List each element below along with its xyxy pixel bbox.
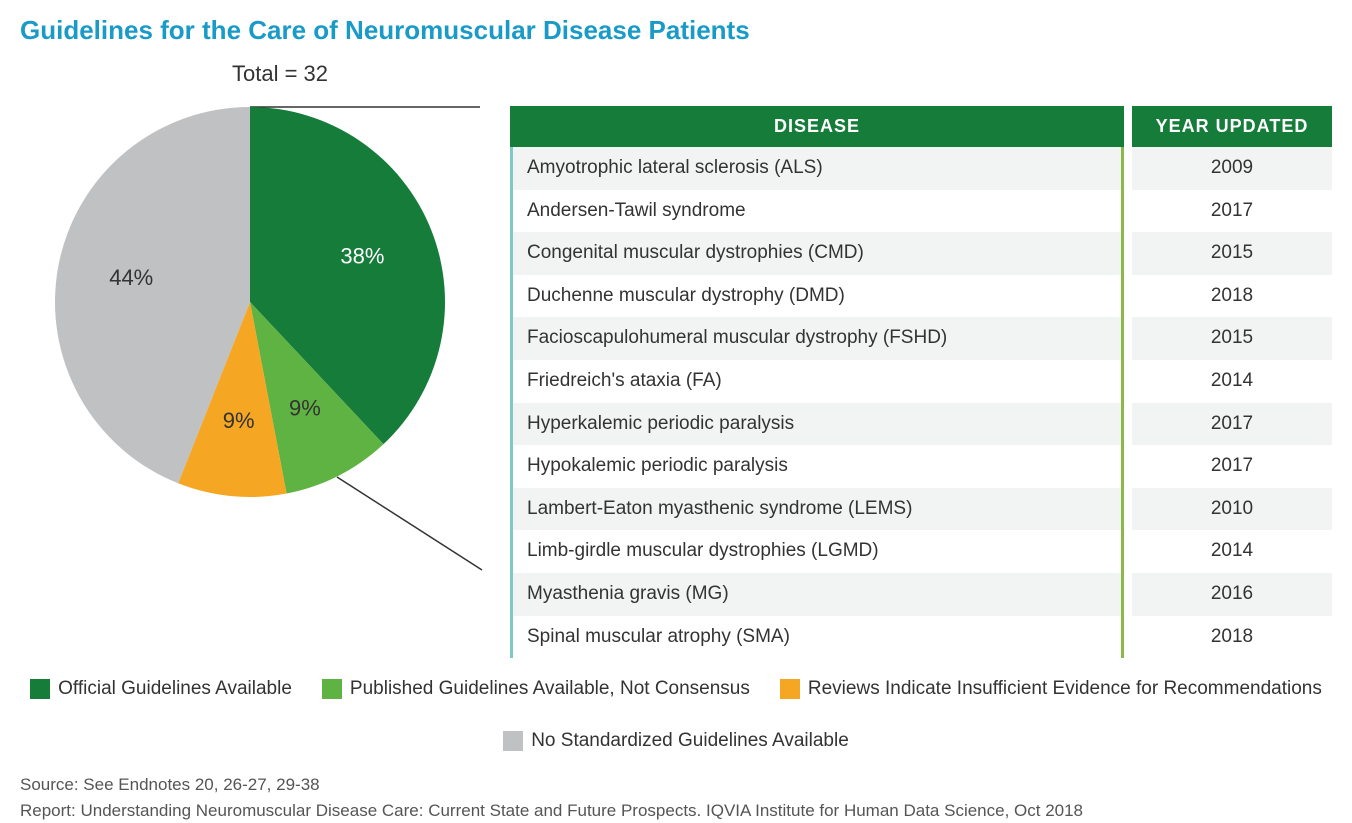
legend: Official Guidelines Available Published G… <box>20 678 1332 752</box>
table-row: Lambert-Eaton myasthenic syndrome (LEMS) <box>513 488 1121 531</box>
table-row: Andersen-Tawil syndrome <box>513 190 1121 233</box>
table-header: DISEASE YEAR UPDATED <box>510 106 1332 147</box>
chart-area: Total = 32 38% 9% 9% 44% <box>20 61 480 552</box>
content-row: Total = 32 38% 9% 9% 44% DISEASE YEAR UPDAT… <box>20 61 1332 658</box>
table-row: 2017 <box>1132 190 1332 233</box>
table-row: 2014 <box>1132 530 1332 573</box>
table-row: Congenital muscular dystrophies (CMD) <box>513 232 1121 275</box>
legend-label: Reviews Indicate Insufficient Evidence f… <box>808 678 1322 700</box>
table-body: Amyotrophic lateral sclerosis (ALS)Ander… <box>510 147 1332 658</box>
table-row: Facioscapulohumeral muscular dystrophy (… <box>513 317 1121 360</box>
legend-swatch <box>30 679 50 699</box>
pie-slice-label: 9% <box>289 396 321 421</box>
table-row: 2017 <box>1132 403 1332 446</box>
table-row: Amyotrophic lateral sclerosis (ALS) <box>513 147 1121 190</box>
table-row: 2017 <box>1132 445 1332 488</box>
table-row: 2010 <box>1132 488 1332 531</box>
table-row: Myasthenia gravis (MG) <box>513 573 1121 616</box>
legend-swatch <box>503 731 523 751</box>
legend-label: No Standardized Guidelines Available <box>531 730 849 752</box>
table-row: 2016 <box>1132 573 1332 616</box>
legend-item: No Standardized Guidelines Available <box>503 730 849 752</box>
table-row: 2015 <box>1132 317 1332 360</box>
legend-label: Official Guidelines Available <box>58 678 292 700</box>
legend-swatch <box>780 679 800 699</box>
col-year: 2009201720152018201520142017201720102014… <box>1132 147 1332 658</box>
pie-wrap: 38% 9% 9% 44% <box>20 92 480 552</box>
table-area: DISEASE YEAR UPDATED Amyotrophic lateral… <box>510 106 1332 658</box>
col-header-year: YEAR UPDATED <box>1132 106 1332 147</box>
pie-chart: 38% 9% 9% 44% <box>50 102 490 582</box>
table-row: Duchenne muscular dystrophy (DMD) <box>513 275 1121 318</box>
table-row: 2009 <box>1132 147 1332 190</box>
footer: Source: See Endnotes 20, 26-27, 29-38 Re… <box>20 772 1332 823</box>
legend-label: Published Guidelines Available, Not Cons… <box>350 678 750 700</box>
col-header-disease: DISEASE <box>510 106 1124 147</box>
total-label: Total = 32 <box>20 61 480 87</box>
table-row: Hypokalemic periodic paralysis <box>513 445 1121 488</box>
source-line: Source: See Endnotes 20, 26-27, 29-38 <box>20 772 1332 798</box>
page-title: Guidelines for the Care of Neuromuscular… <box>20 15 1332 46</box>
table-row: 2018 <box>1132 616 1332 659</box>
table-row: Limb-girdle muscular dystrophies (LGMD) <box>513 530 1121 573</box>
table-row: 2014 <box>1132 360 1332 403</box>
table-row: 2015 <box>1132 232 1332 275</box>
legend-item: Published Guidelines Available, Not Cons… <box>322 678 750 700</box>
table-row: Friedreich's ataxia (FA) <box>513 360 1121 403</box>
pie-slice-label: 38% <box>340 243 384 268</box>
legend-item: Reviews Indicate Insufficient Evidence f… <box>780 678 1322 700</box>
leader-line <box>337 477 482 570</box>
table-row: Hyperkalemic periodic paralysis <box>513 403 1121 446</box>
col-disease: Amyotrophic lateral sclerosis (ALS)Ander… <box>510 147 1124 658</box>
table-row: Spinal muscular atrophy (SMA) <box>513 616 1121 659</box>
legend-item: Official Guidelines Available <box>30 678 292 700</box>
pie-slice-label: 9% <box>223 408 255 433</box>
table-row: 2018 <box>1132 275 1332 318</box>
pie-slice-label: 44% <box>109 265 153 290</box>
legend-swatch <box>322 679 342 699</box>
report-line: Report: Understanding Neuromuscular Dise… <box>20 798 1332 823</box>
